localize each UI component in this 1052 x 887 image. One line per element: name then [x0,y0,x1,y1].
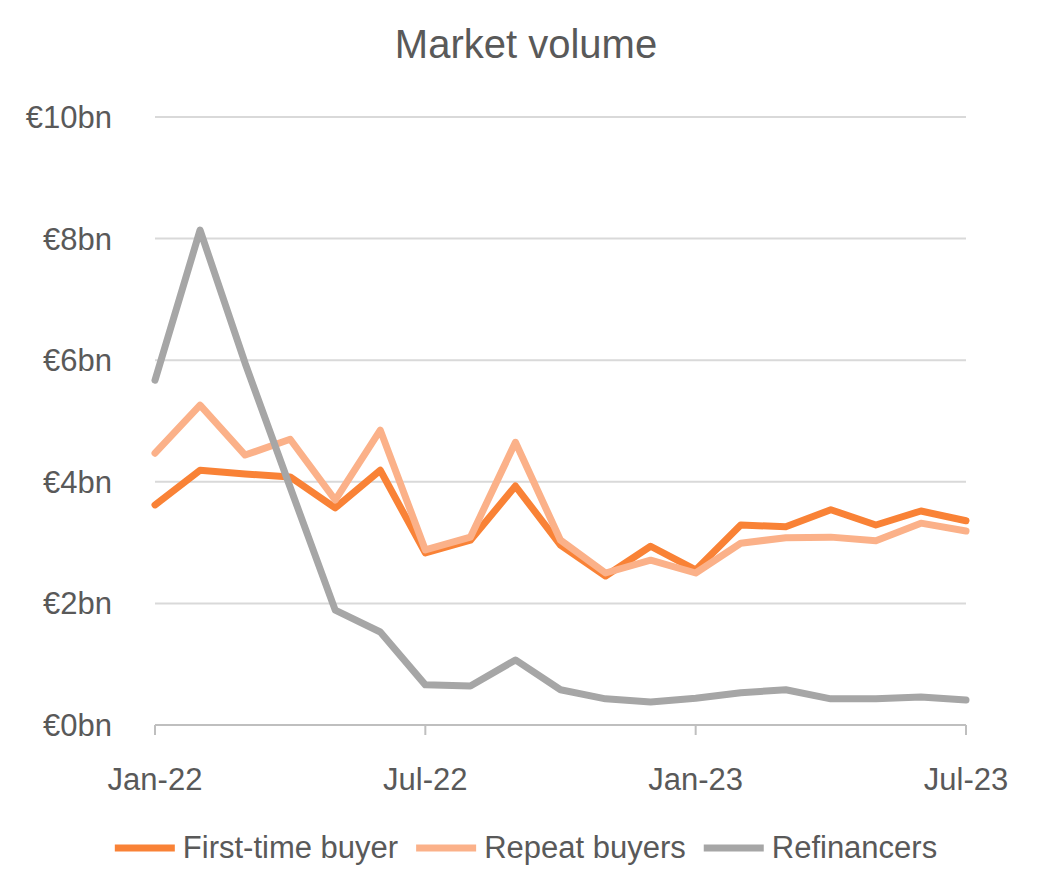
x-tick-label: Jul-22 [383,762,467,797]
chart: Market volume €0bn €2bn €4bn €6bn €8bn €10bn Ja… [0,0,1052,887]
series-line [155,470,966,576]
y-tick-label: €6bn [43,343,112,378]
legend-label: Refinancers [772,830,937,865]
x-tick-label: Jan-22 [108,762,203,797]
title: Market volume [395,22,657,66]
y-tick-label: €10bn [26,100,112,135]
legend: First-time buyer Repeat buyers Refinancers [115,830,937,865]
y-tick-label: €8bn [43,222,112,257]
x-tick [695,725,697,735]
x-axis [155,724,966,726]
grid-line [155,116,966,118]
x-tick-label: Jan-23 [648,762,743,797]
y-tick-label: €2bn [43,586,112,621]
series-line [155,405,966,573]
legend-label: Repeat buyers [484,830,686,865]
x-tick [424,725,426,735]
legend-label: First-time buyer [183,830,398,865]
grid-line [155,238,966,240]
grid-line [155,602,966,604]
y-tick-label: €4bn [43,465,112,500]
series-line [155,230,966,702]
plot-area [155,230,966,702]
x-tick [965,725,967,735]
grid-line [155,481,966,483]
y-tick-label: €0bn [43,708,112,743]
legend-swatch [704,845,764,852]
grid-line [155,359,966,361]
x-tick-label: Jul-23 [924,762,1008,797]
x-tick [154,725,156,735]
legend-swatch [115,845,175,852]
legend-swatch [416,845,476,852]
grid-line [155,724,966,726]
